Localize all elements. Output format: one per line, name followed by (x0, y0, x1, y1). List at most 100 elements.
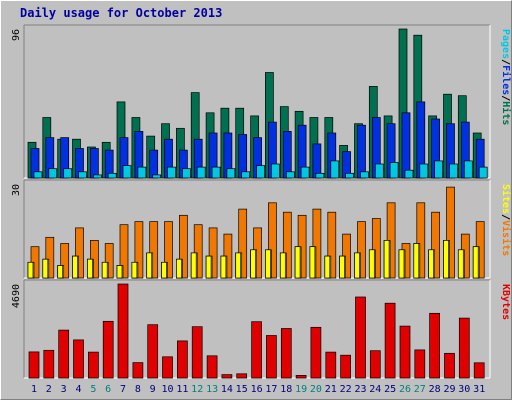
bar-pages-day-28 (434, 160, 443, 179)
bar-sites-front-day-3 (57, 265, 64, 279)
bar-sites-front-day-2 (42, 258, 49, 279)
x-tick-day-19: 19 (295, 384, 307, 395)
bar-sites-front-day-30 (457, 249, 464, 279)
bar-pages-day-17 (271, 163, 280, 179)
bar-pages-day-14 (226, 168, 236, 179)
bar-kbytes-day-8 (132, 362, 144, 379)
bar-sites-front-day-5 (87, 258, 93, 279)
bar-visits-day-18 (282, 211, 292, 279)
x-tick-day-18: 18 (280, 384, 292, 395)
bar-visits-day-27 (416, 202, 426, 279)
bar-pages-day-21 (330, 160, 340, 179)
bar-kbytes-day-20 (310, 326, 322, 379)
bar-pages-day-24 (374, 163, 384, 179)
bar-pages-day-25 (389, 162, 399, 179)
bar-kbytes-day-27 (414, 349, 426, 379)
bar-pages-day-18 (285, 171, 295, 179)
bar-visits-day-9 (149, 221, 159, 279)
bar-kbytes-day-18 (280, 328, 292, 379)
x-tick-day-13: 13 (206, 384, 218, 395)
bar-visits-day-15 (238, 208, 248, 279)
bar-pages-day-1 (33, 171, 43, 179)
legend-top: Pages/Files/Hits (500, 29, 512, 125)
bar-sites-front-day-15 (235, 252, 242, 279)
bar-sites-front-day-1 (27, 261, 34, 279)
bar-visits-day-20 (312, 208, 322, 279)
bar-kbytes-day-31 (473, 362, 485, 379)
bar-files-day-9 (149, 149, 159, 179)
legend-separator: / (500, 95, 511, 101)
bar-pages-day-13 (211, 166, 221, 179)
legend-mid: Sites/Visits (500, 184, 512, 256)
bar-sites-front-day-9 (146, 252, 153, 279)
bar-visits-day-29 (446, 186, 455, 279)
bar-sites-front-day-17 (265, 249, 271, 279)
x-tick-day-20: 20 (310, 384, 322, 395)
x-tick-day-4: 4 (75, 384, 81, 395)
bar-pages-day-16 (256, 165, 265, 179)
bar-sites-front-day-16 (250, 249, 256, 279)
bar-kbytes-day-5 (88, 351, 99, 379)
x-tick-day-14: 14 (221, 384, 233, 395)
bar-visits-day-8 (134, 221, 144, 279)
x-tick-day-1: 1 (31, 384, 37, 395)
bar-pages-day-31 (478, 166, 488, 179)
bar-pages-day-4 (78, 171, 87, 179)
bar-sites-front-day-13 (205, 255, 212, 279)
bar-pages-day-7 (122, 165, 132, 179)
bar-kbytes-day-7 (117, 283, 129, 379)
bar-visits-day-4 (75, 227, 84, 279)
bar-visits-day-2 (45, 236, 55, 279)
bar-kbytes-day-4 (73, 339, 84, 379)
bar-kbytes-day-6 (102, 320, 114, 379)
max-label-mid: 30 (11, 184, 22, 196)
bar-pages-day-19 (300, 166, 310, 179)
x-tick-day-28: 28 (429, 384, 441, 395)
bar-kbytes-day-17 (266, 335, 277, 379)
bar-files-day-5 (90, 148, 99, 179)
bar-visits-day-28 (431, 211, 440, 279)
bar-visits-day-6 (104, 243, 114, 279)
legend-pages: Pages (500, 29, 511, 59)
bar-pages-day-26 (404, 169, 414, 179)
bar-sites-front-day-18 (279, 252, 286, 279)
max-label-top: 96 (11, 29, 22, 41)
legend-separator: / (500, 214, 511, 220)
x-tick-day-11: 11 (176, 384, 188, 395)
x-tick-day-30: 30 (458, 384, 470, 395)
bar-kbytes-day-22 (340, 354, 351, 379)
bar-kbytes-day-29 (444, 352, 455, 379)
bar-sites-front-day-23 (354, 252, 360, 279)
bar-pages-day-3 (63, 168, 73, 179)
bar-kbytes-day-30 (458, 317, 470, 379)
legend-hits: Hits (500, 101, 512, 125)
bar-kbytes-day-19 (295, 375, 307, 379)
bar-pages-day-8 (137, 166, 147, 179)
x-tick-day-26: 26 (399, 384, 411, 395)
bar-pages-day-9 (152, 174, 162, 179)
bar-sites-front-day-24 (368, 249, 375, 279)
bar-sites-front-day-14 (220, 255, 227, 279)
bar-kbytes-day-21 (325, 351, 337, 379)
bar-visits-day-13 (208, 227, 218, 279)
bar-kbytes-day-23 (355, 296, 366, 379)
bar-pages-day-5 (93, 174, 102, 179)
bar-kbytes-day-9 (147, 324, 159, 379)
x-tick-day-27: 27 (414, 384, 426, 395)
bar-pages-day-11 (182, 168, 191, 179)
bar-kbytes-day-3 (58, 329, 70, 379)
bar-pages-day-20 (315, 172, 325, 179)
x-tick-day-7: 7 (120, 384, 126, 395)
x-tick-day-29: 29 (443, 384, 455, 395)
bar-visits-day-24 (371, 218, 381, 279)
bar-kbytes-day-28 (429, 312, 440, 379)
x-tick-day-31: 31 (473, 384, 485, 395)
x-tick-day-22: 22 (340, 384, 352, 395)
bar-pages-day-23 (360, 171, 369, 179)
bar-files-day-20 (312, 143, 322, 179)
bar-sites-front-day-29 (443, 240, 449, 279)
bar-visits-day-23 (357, 221, 366, 279)
bar-kbytes-day-1 (28, 351, 40, 379)
legend-visits: Visits (500, 220, 512, 256)
